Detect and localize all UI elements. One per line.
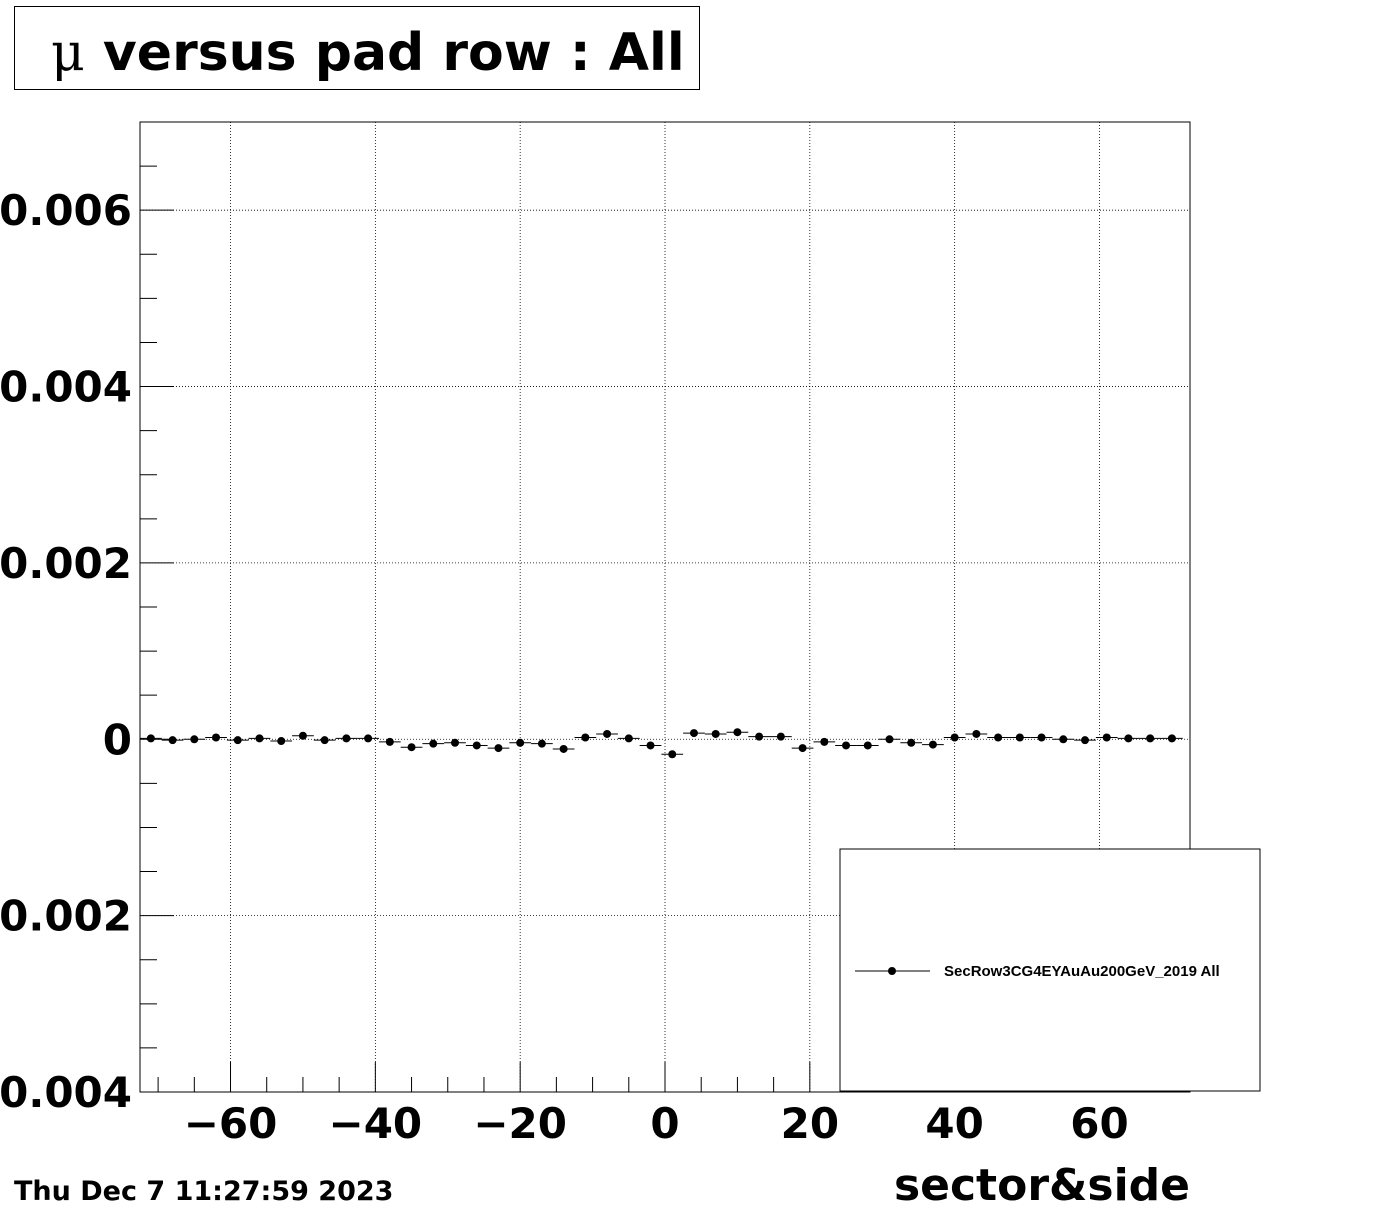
data-point: [776, 732, 785, 741]
x-tick-label: −40: [329, 1099, 423, 1148]
data-point: [885, 735, 894, 744]
x-tick-label: 40: [925, 1099, 983, 1148]
chart-title-text: versus pad row : All: [102, 23, 685, 83]
x-tick-label: 0: [650, 1099, 679, 1148]
grid: [140, 122, 1190, 1093]
legend: SecRow3CG4EYAuAu200GeV_2019 All: [839, 848, 1261, 1092]
y-tick-label: 0.002: [0, 539, 132, 588]
data-point: [581, 733, 590, 742]
data-point: [233, 736, 242, 745]
data-point: [1167, 734, 1176, 743]
data-point: [798, 744, 807, 753]
data-point: [516, 738, 525, 747]
legend-point-marker: [888, 967, 896, 975]
data-point: [603, 729, 612, 738]
data-point: [1037, 733, 1046, 742]
legend-entry-label: SecRow3CG4EYAuAu200GeV_2019 All: [944, 963, 1220, 980]
data-point: [994, 733, 1003, 742]
data-point: [385, 737, 394, 746]
data-point: [646, 741, 655, 750]
x-tick-label: 60: [1070, 1099, 1128, 1148]
x-axis-label: sector&side: [893, 1160, 1190, 1211]
y-tick-label: 0.006: [0, 186, 132, 235]
data-point: [1102, 733, 1111, 742]
legend-box: [839, 848, 1261, 1092]
data-point: [689, 729, 698, 738]
mu-symbol: μ: [51, 23, 85, 83]
data-point: [1124, 734, 1133, 743]
data-point: [146, 734, 155, 743]
data-point: [364, 734, 373, 743]
data-point: [733, 728, 742, 737]
y-tick-label: 0: [103, 715, 132, 764]
data-point: [668, 750, 677, 759]
timestamp: Thu Dec 7 11:27:59 2023: [14, 1176, 394, 1207]
data-point: [950, 733, 959, 742]
data-series: [140, 728, 1183, 759]
x-tick-labels: −60 −40 −20 0 20 40 60: [184, 1099, 1129, 1148]
data-point: [190, 735, 199, 744]
data-point: [407, 743, 416, 752]
chart-title: μ versus pad row : All: [51, 23, 685, 83]
data-point: [255, 734, 264, 743]
data-point: [212, 733, 221, 742]
data-point: [1059, 735, 1068, 744]
data-point: [168, 736, 177, 745]
data-point: [1146, 734, 1155, 743]
x-tick-label: 20: [781, 1099, 839, 1148]
data-point: [494, 744, 503, 753]
data-point: [928, 740, 937, 749]
data-point: [842, 741, 851, 750]
data-point: [537, 739, 546, 748]
x-tick-label: −20: [473, 1099, 567, 1148]
x-tick-label: −60: [184, 1099, 278, 1148]
data-point: [559, 744, 568, 753]
data-point: [320, 736, 329, 745]
y-tick-label: 0.004: [0, 1068, 132, 1117]
data-point: [972, 729, 981, 738]
data-point: [298, 731, 307, 740]
data-point: [472, 741, 481, 750]
data-point: [711, 729, 720, 738]
data-point: [820, 737, 829, 746]
data-point: [907, 738, 916, 747]
data-point: [1081, 736, 1089, 745]
data-point: [277, 737, 286, 746]
data-point: [451, 738, 459, 747]
chart-title-box: μ versus pad row : All: [14, 6, 700, 90]
data-point: [429, 739, 438, 748]
y-tick-label: 0.002: [0, 892, 132, 941]
data-point: [755, 732, 764, 741]
y-tick-label: 0.004: [0, 363, 132, 412]
data-point: [1015, 733, 1024, 742]
data-point: [342, 734, 351, 743]
data-point: [624, 734, 633, 743]
y-tick-labels: 0.004 0.002 0 0.002 0.004 0.006: [0, 186, 132, 1117]
data-point: [863, 741, 872, 750]
